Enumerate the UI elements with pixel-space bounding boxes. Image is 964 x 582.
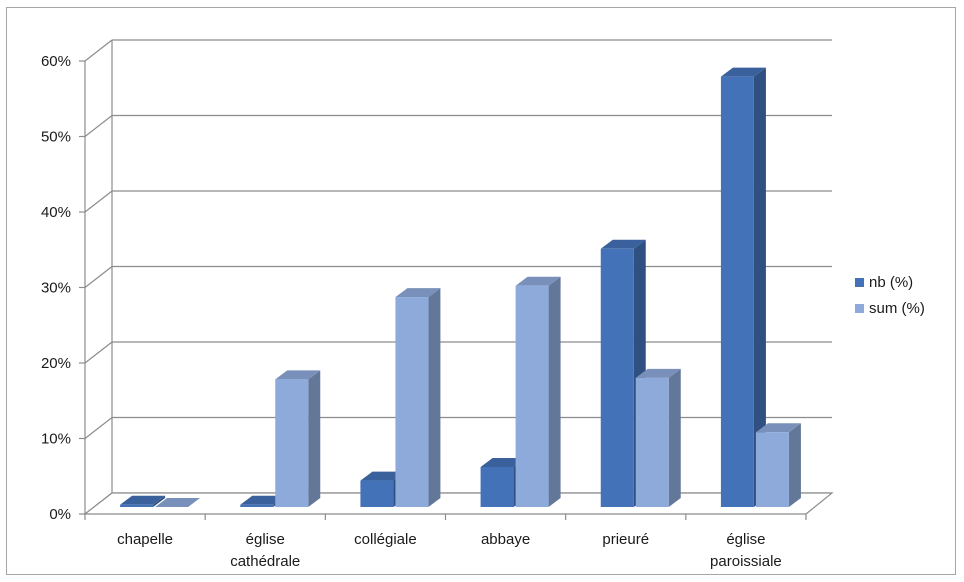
bar-sum-4 xyxy=(635,368,681,507)
bar-top xyxy=(155,498,201,507)
x-category-label: cathédrale xyxy=(230,553,300,570)
bar-side xyxy=(308,370,321,507)
bar-sum-3 xyxy=(515,276,561,507)
bar-side xyxy=(753,67,766,508)
bar-top xyxy=(275,370,321,380)
bar-sum-2 xyxy=(395,288,441,507)
gridline-depth xyxy=(84,39,113,62)
bar-top xyxy=(600,239,646,249)
bar-front xyxy=(395,297,429,507)
bar-front xyxy=(120,504,154,507)
gridline-depth xyxy=(84,115,113,137)
y-tick-label: 30% xyxy=(41,280,71,297)
bar-front xyxy=(240,504,274,507)
gridline-depth xyxy=(84,341,113,364)
gridline-depth xyxy=(84,266,113,288)
axis-layer xyxy=(79,40,834,520)
bar-top xyxy=(480,457,526,467)
bar-sum-1 xyxy=(275,370,321,507)
legend-label-0: nb (%) xyxy=(869,274,913,291)
x-category-label: collégiale xyxy=(354,531,417,548)
bar-nb-0 xyxy=(120,495,166,507)
bar-top xyxy=(240,495,286,505)
y-tick-label: 20% xyxy=(41,355,71,372)
bar-nb-5 xyxy=(720,67,766,508)
bar-front xyxy=(720,76,754,508)
bar-front xyxy=(515,285,549,507)
bar-top xyxy=(720,67,766,77)
x-category-label: chapelle xyxy=(117,531,173,548)
bar-top xyxy=(635,368,681,378)
bar-top xyxy=(515,276,561,286)
gridline-depth xyxy=(84,417,113,439)
x-category-label: paroissiale xyxy=(710,553,782,570)
y-tick-label: 40% xyxy=(41,204,71,221)
grid-layer xyxy=(84,39,832,515)
legend-swatch-0 xyxy=(855,278,864,287)
bar-front xyxy=(635,377,669,507)
x-category-label: église xyxy=(726,531,765,548)
bar-side xyxy=(153,495,166,507)
bar-top xyxy=(755,423,801,433)
bar-front xyxy=(755,432,789,507)
bar-sum-5 xyxy=(755,423,801,507)
bar-top xyxy=(395,288,441,298)
y-tick-label: 10% xyxy=(41,431,71,448)
legend: nb (%) sum (%) xyxy=(855,274,925,317)
bar-front xyxy=(480,466,514,507)
bar-top xyxy=(120,495,166,505)
bar-sum-0 xyxy=(155,498,201,507)
legend-swatch-1 xyxy=(855,304,864,313)
bar-top xyxy=(360,471,406,481)
bar-front xyxy=(600,248,634,508)
gridline-depth xyxy=(84,190,113,213)
x-category-label: église xyxy=(246,531,285,548)
bars-layer xyxy=(120,67,801,508)
y-tick-label: 60% xyxy=(41,53,71,70)
labels-layer: 0% 10% 20% 30% 40% 50% 60% chapelle église cathéd… xyxy=(41,53,782,570)
bar-side xyxy=(788,423,801,507)
y-tick-label: 50% xyxy=(41,129,71,146)
floor xyxy=(83,492,834,515)
legend-label-1: sum (%) xyxy=(869,300,925,317)
x-category-label: abbaye xyxy=(481,531,530,548)
bar-front xyxy=(275,379,309,507)
bar-front xyxy=(360,480,394,507)
bar-side xyxy=(668,368,681,507)
bar-nb-4 xyxy=(600,239,646,508)
bar-side xyxy=(428,288,441,507)
y-tick-label: 0% xyxy=(49,506,71,523)
bar-side xyxy=(548,276,561,507)
x-category-label: prieuré xyxy=(602,531,649,548)
